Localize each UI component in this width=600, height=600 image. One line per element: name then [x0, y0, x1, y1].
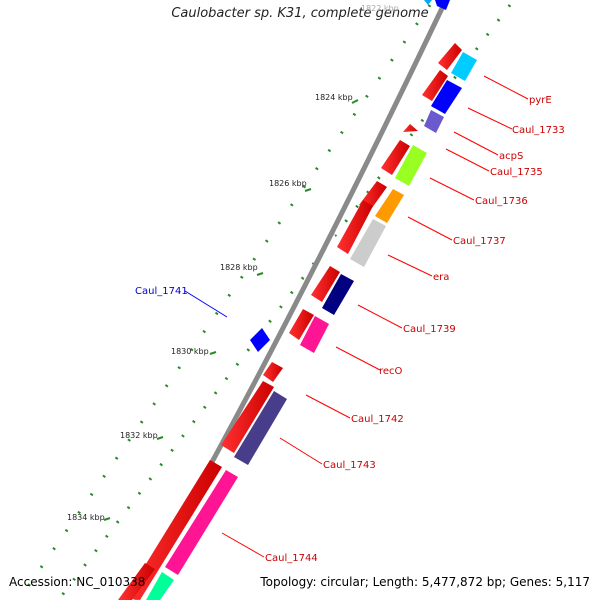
gene-feature: [424, 110, 444, 133]
tick-label: 1830 kbp: [171, 347, 209, 356]
gene-label-caul-1737: Caul_1737: [453, 236, 506, 247]
gene-label-caul-1742: Caul_1742: [351, 414, 404, 425]
gene-feature: [165, 470, 238, 575]
gene-label-caul-1736: Caul_1736: [475, 196, 528, 207]
tick-label: 1832 kbp: [120, 431, 158, 440]
tick-label: 1822 kbp: [361, 4, 399, 13]
tick-label: 1824 kbp: [315, 93, 353, 102]
reverse-strand-genes: [146, 0, 477, 600]
gene-feature: [381, 140, 410, 175]
forward-strand-genes: [118, 43, 462, 600]
gene-label-caul-1741: Caul_1741: [135, 286, 188, 297]
gene-feature: [311, 266, 340, 302]
gene-feature: [250, 328, 270, 352]
genome-summary-text: Topology: circular; Length: 5,477,872 bp…: [260, 575, 590, 589]
gene-label-caul-1743: Caul_1743: [323, 460, 376, 471]
gene-feature: [422, 70, 448, 101]
tick-labels: 1822 kbp 1824 kbp 1826 kbp 1828 kbp 1830…: [67, 4, 399, 522]
gene-feature: [438, 43, 462, 70]
tick-label: 1834 kbp: [67, 513, 105, 522]
gene-feature: [300, 316, 329, 353]
gene-feature: [435, 0, 450, 10]
tick-label: 1828 kbp: [220, 263, 258, 272]
inner-dotted-track: [18, 4, 432, 599]
tick-marks: [103, 99, 359, 521]
gene-label-caul-1744: Caul_1744: [265, 553, 318, 564]
gene-feature: [125, 460, 222, 600]
label-leader-lines: [221, 75, 529, 558]
gene-label-pyre: pyrE: [529, 95, 552, 106]
gene-feature: [118, 563, 155, 600]
gene-feature: [337, 200, 373, 254]
gene-feature: [234, 391, 287, 465]
gene-label-acps: acpS: [499, 151, 523, 162]
gene-feature: [395, 145, 427, 186]
gene-label-caul-1739: Caul_1739: [403, 324, 456, 335]
gene-feature: [431, 80, 462, 114]
gene-label-era: era: [433, 272, 449, 283]
gene-feature: [221, 381, 274, 453]
tick-label: 1826 kbp: [269, 179, 307, 188]
gene-feature: [289, 309, 314, 340]
gene-feature: [403, 124, 418, 132]
gene-feature: [146, 572, 174, 600]
map-title: Caulobacter sp. K31, complete genome: [171, 6, 429, 21]
label-leader-line: [184, 290, 228, 318]
gene-feature: [424, 0, 432, 5]
gene-label-caul-1735: Caul_1735: [490, 167, 543, 178]
gene-label-reco: recO: [379, 366, 403, 377]
gene-feature: [350, 219, 386, 267]
gene-feature: [375, 189, 404, 223]
accession-text: Accession: NC_010338: [9, 575, 146, 589]
gene-feature: [451, 52, 477, 81]
gene-feature: [322, 274, 354, 315]
gene-labels: pyrE Caul_1733 acpS Caul_1735 Caul_1736 …: [135, 95, 565, 564]
gene-label-caul-1733: Caul_1733: [512, 125, 565, 136]
gene-feature: [263, 362, 283, 382]
